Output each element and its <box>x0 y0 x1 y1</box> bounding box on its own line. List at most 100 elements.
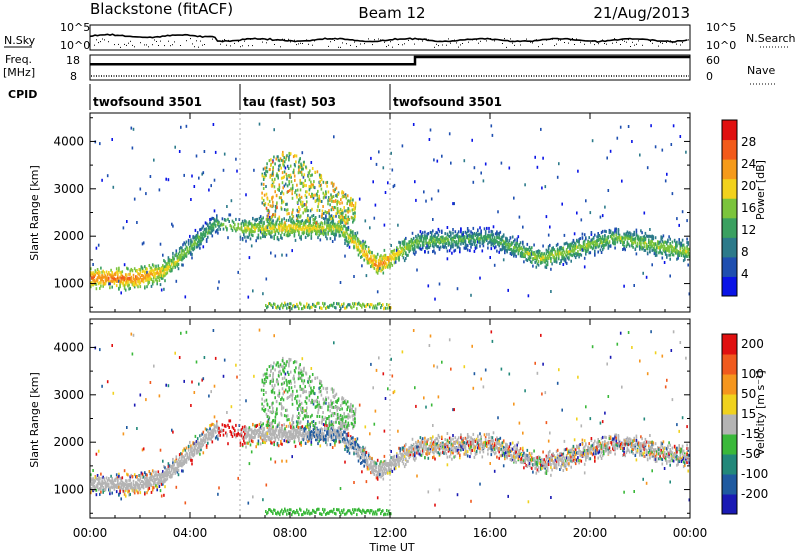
power-pixel <box>99 286 101 290</box>
power-pixel <box>544 185 547 189</box>
power-pixel <box>441 229 443 233</box>
power-pixel <box>409 247 412 250</box>
velocity-pixel <box>145 484 147 488</box>
power-pixel <box>164 271 166 275</box>
power-pixel <box>302 167 304 171</box>
power-pixel <box>542 255 544 259</box>
power-pixel <box>331 219 334 223</box>
power-pixel <box>436 236 439 240</box>
power-pixel <box>550 252 552 256</box>
power-pixel <box>504 248 506 252</box>
power-pixel <box>303 184 306 188</box>
power-pixel <box>299 222 301 226</box>
power-pixel <box>621 236 623 239</box>
power-pixel <box>172 255 174 259</box>
power-pixel <box>484 230 487 234</box>
power-pixel <box>263 234 265 238</box>
power-pixel <box>332 208 335 211</box>
power-pixel <box>617 232 620 236</box>
power-pixel <box>366 257 369 261</box>
power-pixel <box>338 224 341 228</box>
nsearch-point <box>662 42 663 44</box>
power-pixel <box>187 242 190 246</box>
velocity-pixel <box>169 473 172 477</box>
power-pixel <box>247 227 250 231</box>
power-pixel <box>190 198 192 201</box>
power-pixel <box>297 225 299 229</box>
power-pixel <box>361 245 363 249</box>
power-pixel <box>362 243 364 246</box>
power-pixel <box>650 124 652 128</box>
power-pixel <box>456 242 459 246</box>
power-pixel <box>139 187 142 191</box>
nsearch-point <box>576 38 577 40</box>
power-pixel <box>127 267 129 271</box>
power-pixel <box>284 182 287 186</box>
power-pixel <box>331 222 334 226</box>
power-pixel <box>102 279 104 283</box>
power-pixel <box>546 263 549 267</box>
power-pixel <box>360 244 362 248</box>
power-pixel <box>254 229 256 233</box>
power-pixel <box>549 254 551 258</box>
velocity-pixel <box>142 483 145 487</box>
power-pixel <box>471 138 473 142</box>
power-pixel <box>618 238 621 242</box>
power-panel-bg <box>90 113 690 312</box>
power-pixel <box>684 248 686 251</box>
velocity-pixel <box>111 482 113 486</box>
power-pixel <box>653 245 656 249</box>
power-pixel <box>561 250 563 254</box>
power-pixel <box>92 278 94 282</box>
power-pixel <box>194 235 197 239</box>
power-pixel <box>499 230 502 234</box>
power-pixel <box>326 226 328 229</box>
power-pixel <box>311 194 313 198</box>
velocity-pixel <box>122 484 125 488</box>
power-pixel <box>457 237 460 240</box>
power-pixel <box>92 273 94 277</box>
nsearch-point <box>322 38 323 40</box>
nsearch-point <box>386 46 387 48</box>
power-pixel <box>612 241 614 245</box>
power-pixel <box>331 199 333 203</box>
power-pixel <box>600 237 603 241</box>
nsearch-point <box>478 42 479 44</box>
power-pixel <box>308 185 311 188</box>
freq-label-line2: [MHz] <box>3 66 35 79</box>
velocity-pixel <box>102 490 104 494</box>
power-pixel <box>591 237 594 241</box>
power-scatter <box>90 113 690 312</box>
power-pixel <box>153 280 155 284</box>
velocity-pixel <box>102 481 104 485</box>
power-pixel <box>589 211 592 215</box>
power-pixel <box>609 149 612 153</box>
power-pixel <box>627 242 630 246</box>
power-pixel <box>317 236 319 240</box>
power-pixel <box>352 230 354 234</box>
velocity-pixel <box>189 452 191 455</box>
velocity-pixel <box>167 472 170 476</box>
power-pixel <box>192 242 194 246</box>
power-pixel <box>468 238 470 242</box>
power-pixel <box>282 159 284 163</box>
velocity-pixel <box>103 481 106 485</box>
power-pixel <box>168 264 171 268</box>
power-pixel <box>319 175 321 179</box>
power-pixel <box>437 189 440 193</box>
noise-tick-left-top: 10^5 <box>60 21 90 34</box>
power-pixel <box>299 226 301 230</box>
velocity-pixel <box>174 351 176 355</box>
power-pixel <box>182 263 184 267</box>
power-pixel <box>342 216 344 219</box>
nsearch-point <box>408 39 409 41</box>
power-pixel <box>627 234 630 237</box>
power-pixel <box>280 233 282 237</box>
power-pixel <box>192 236 194 240</box>
nsearch-point <box>460 44 461 46</box>
power-pixel <box>286 202 288 206</box>
power-pixel <box>507 247 509 251</box>
power-pixel <box>243 222 245 225</box>
power-pixel <box>492 244 495 248</box>
nsearch-point <box>226 44 227 46</box>
